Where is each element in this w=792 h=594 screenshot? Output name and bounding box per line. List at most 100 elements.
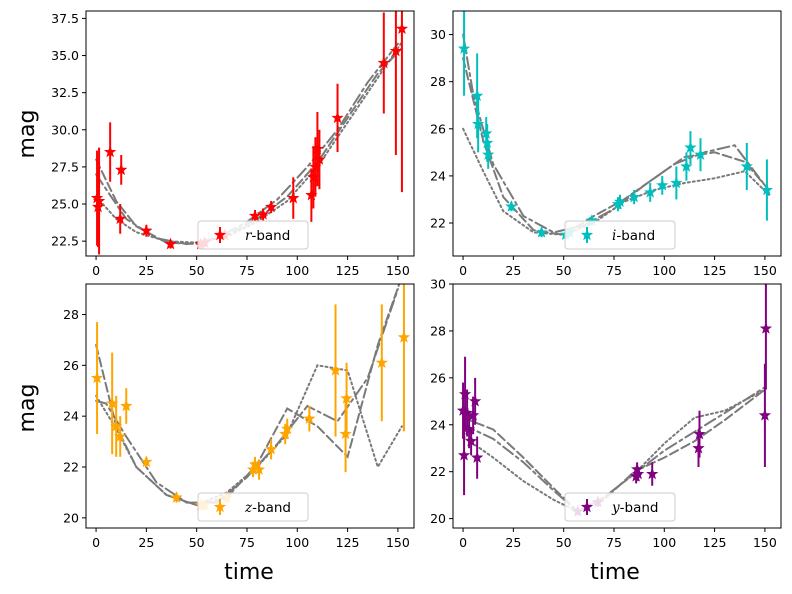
x-axis-label-right: time xyxy=(590,560,640,585)
data-point xyxy=(397,330,411,343)
panel-top-left: 0 25 50 75 100 125 150 22.5 25.0 27.5 30.0 32.5 35.0… xyxy=(51,10,415,278)
data-point xyxy=(377,56,390,69)
legend-box xyxy=(564,492,676,522)
data-point xyxy=(375,356,388,369)
data-point xyxy=(460,406,474,419)
data-point xyxy=(313,153,326,165)
data-point xyxy=(458,387,472,400)
legend-marker xyxy=(580,500,594,513)
y-tick-label: 32.5 xyxy=(51,85,79,100)
data-point xyxy=(468,394,482,407)
x-tick-label: 75 xyxy=(606,535,622,550)
axes-frame xyxy=(452,10,782,257)
plot-area xyxy=(90,284,411,511)
data-point xyxy=(303,412,316,424)
data-point xyxy=(389,44,403,57)
data-point xyxy=(256,207,270,220)
legend-label: z-band xyxy=(244,500,291,516)
y-tick-label: 24 xyxy=(63,409,79,424)
model-curve-dotted xyxy=(95,364,403,507)
x-tick-label: 125 xyxy=(703,263,727,278)
y-tick-label: 27.5 xyxy=(51,159,79,174)
data-point xyxy=(114,430,127,442)
x-tick-label: 50 xyxy=(556,263,572,278)
y-tick-label: 22.5 xyxy=(51,234,79,249)
model-curve-dashdot xyxy=(462,33,766,234)
legend-band-symbol: r xyxy=(245,228,253,244)
legend-label: i-band xyxy=(612,228,655,244)
x-tick-label: 150 xyxy=(753,535,777,550)
data-point xyxy=(395,22,409,35)
x-tick-label: 25 xyxy=(138,263,154,278)
data-point xyxy=(482,148,495,160)
data-point xyxy=(339,427,352,440)
data-point xyxy=(120,399,133,412)
panel-bottom-right: 0 25 50 75 100 125 150 20 22 24 26 28 30 y-band xyxy=(430,277,782,550)
x-tick-label: 125 xyxy=(703,535,727,550)
model-curve-dotted xyxy=(462,127,770,236)
y-tick-label: 22 xyxy=(430,464,446,479)
legend-label: y-band xyxy=(611,500,658,516)
legend-band-suffix: -band xyxy=(620,500,659,516)
x-tick-label: 0 xyxy=(92,263,100,278)
data-point xyxy=(644,185,657,198)
data-point xyxy=(760,183,774,196)
y-tick-label: 20 xyxy=(63,510,79,525)
data-point xyxy=(170,491,183,503)
plot-area xyxy=(90,11,409,255)
x-tick-label: 75 xyxy=(239,263,255,278)
x-tick-label: 25 xyxy=(138,535,154,550)
axes-frame xyxy=(452,283,782,529)
axes-frame xyxy=(85,10,415,257)
model-curve-dashed xyxy=(95,284,401,507)
data-point xyxy=(535,225,548,238)
x-axis-label-left: time xyxy=(224,560,274,585)
data-point xyxy=(248,209,262,222)
y-tick-label: 37.5 xyxy=(51,11,79,26)
data-point xyxy=(281,422,294,435)
legend-band-symbol: i xyxy=(612,228,616,244)
model-curve-dashdot xyxy=(95,42,399,246)
data-point xyxy=(340,391,353,404)
data-point xyxy=(457,42,471,54)
data-point xyxy=(264,442,278,455)
data-point xyxy=(613,195,627,208)
x-tick-label: 150 xyxy=(753,263,777,278)
y-tick-label: 28 xyxy=(63,307,79,322)
legend-marker xyxy=(580,228,594,241)
legend-marker xyxy=(213,500,227,513)
data-point xyxy=(680,160,693,172)
x-tick-label: 0 xyxy=(459,263,467,278)
x-tick-label: 0 xyxy=(459,535,467,550)
y-tick-label: 24 xyxy=(430,168,446,183)
legend-box xyxy=(564,220,676,250)
data-point xyxy=(140,224,153,236)
y-tick-label: 30 xyxy=(430,277,446,292)
legend-band-suffix: -band xyxy=(616,228,655,244)
data-point xyxy=(759,322,773,334)
plot-area xyxy=(457,11,774,241)
panel-bottom-left: 0 25 50 75 100 125 150 20 22 24 26 28 z-band xyxy=(63,283,415,550)
y-tick-label: 30.0 xyxy=(51,122,79,137)
x-tick-label: 150 xyxy=(386,535,410,550)
model-curve-dashed xyxy=(95,47,403,246)
y-tick-label: 28 xyxy=(430,323,446,338)
legend-band-suffix: -band xyxy=(251,228,290,244)
data-point xyxy=(92,194,106,207)
data-point xyxy=(457,448,471,461)
data-point xyxy=(740,160,753,172)
y-tick-label: 30 xyxy=(430,27,446,42)
y-tick-label: 25.0 xyxy=(51,197,79,212)
y-axis-label-bottom: mag xyxy=(15,384,40,433)
model-curve-dashdot xyxy=(462,386,766,513)
y-tick-label: 28 xyxy=(430,74,446,89)
legend: z-band xyxy=(197,492,309,522)
data-point xyxy=(693,427,706,440)
data-point xyxy=(758,408,772,421)
data-point xyxy=(631,467,645,480)
data-point xyxy=(90,371,104,384)
data-point xyxy=(481,136,494,149)
x-tick-label: 75 xyxy=(606,263,622,278)
data-point xyxy=(627,190,641,203)
y-tick-label: 35.0 xyxy=(51,48,79,63)
